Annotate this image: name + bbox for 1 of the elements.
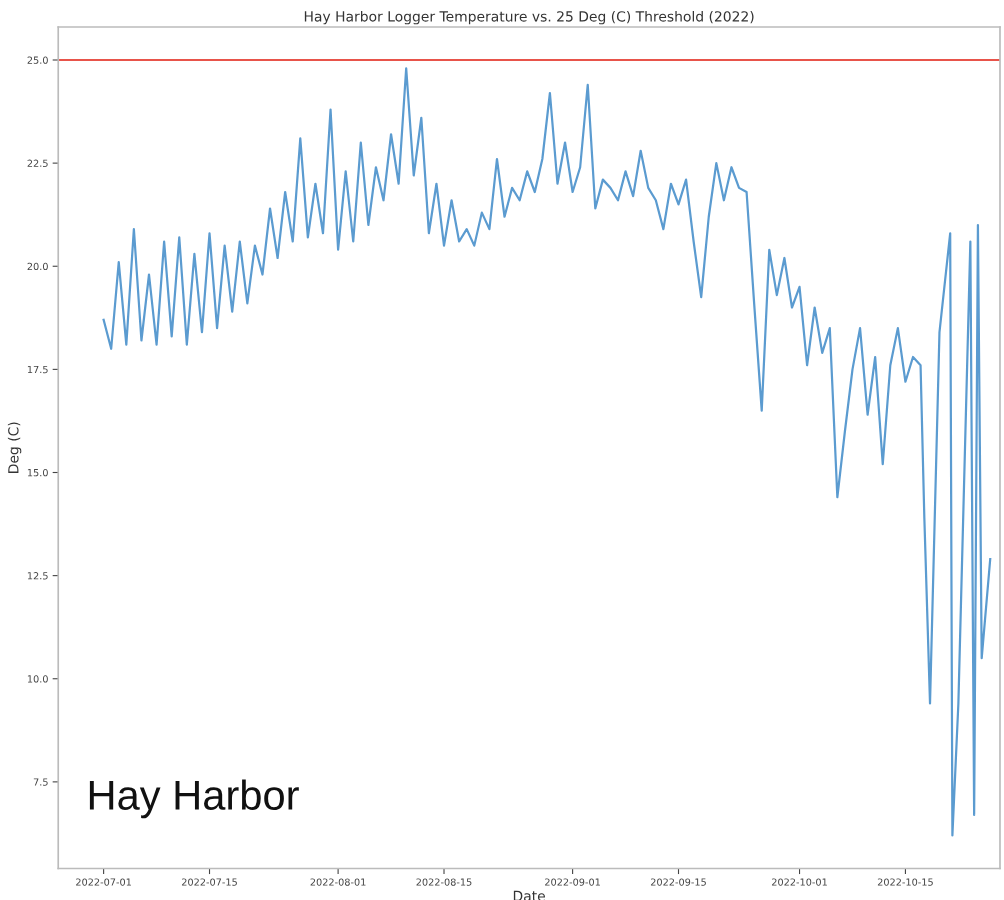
annotation: Hay Harbor	[89, 779, 299, 819]
